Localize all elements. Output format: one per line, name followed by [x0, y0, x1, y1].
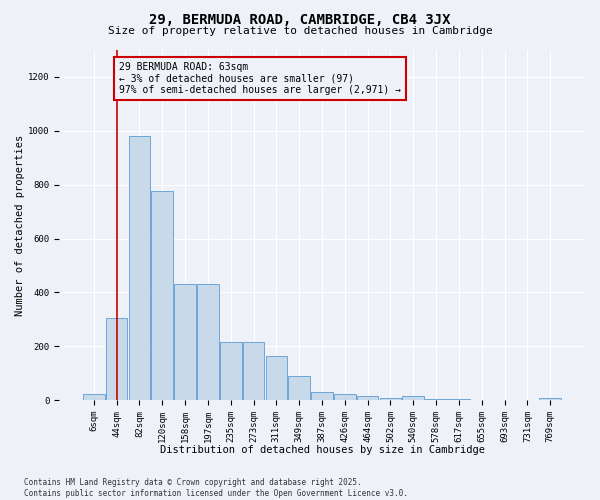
Bar — [106, 318, 127, 400]
X-axis label: Distribution of detached houses by size in Cambridge: Distribution of detached houses by size … — [160, 445, 485, 455]
Bar — [425, 399, 447, 400]
Bar — [197, 284, 219, 400]
Bar — [220, 342, 242, 400]
Bar — [266, 356, 287, 400]
Bar — [128, 136, 150, 400]
Bar — [539, 398, 561, 400]
Bar — [242, 342, 265, 400]
Y-axis label: Number of detached properties: Number of detached properties — [15, 134, 25, 316]
Bar — [448, 399, 470, 400]
Bar — [357, 396, 379, 400]
Bar — [380, 398, 401, 400]
Bar — [174, 284, 196, 400]
Text: 29 BERMUDA ROAD: 63sqm
← 3% of detached houses are smaller (97)
97% of semi-deta: 29 BERMUDA ROAD: 63sqm ← 3% of detached … — [119, 62, 401, 96]
Bar — [334, 394, 356, 400]
Bar — [311, 392, 333, 400]
Bar — [289, 376, 310, 400]
Text: Size of property relative to detached houses in Cambridge: Size of property relative to detached ho… — [107, 26, 493, 36]
Bar — [83, 394, 104, 400]
Text: 29, BERMUDA ROAD, CAMBRIDGE, CB4 3JX: 29, BERMUDA ROAD, CAMBRIDGE, CB4 3JX — [149, 12, 451, 26]
Text: Contains HM Land Registry data © Crown copyright and database right 2025.
Contai: Contains HM Land Registry data © Crown c… — [24, 478, 408, 498]
Bar — [151, 192, 173, 400]
Bar — [403, 396, 424, 400]
